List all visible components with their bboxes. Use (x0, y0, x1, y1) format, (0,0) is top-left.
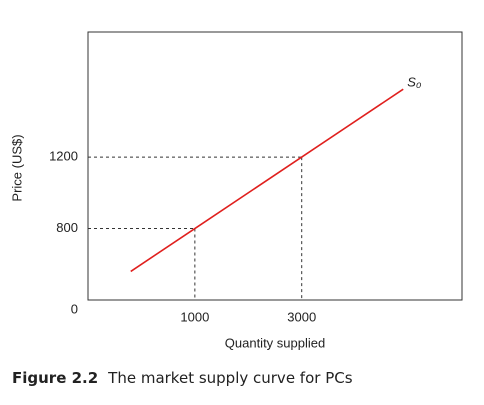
plot-frame (87, 31, 463, 301)
caption: Figure 2.2 The market supply curve for PC… (12, 369, 353, 387)
y-tick-label: 1200 (49, 149, 78, 164)
x-tick-label: 3000 (287, 309, 316, 324)
x-tick-label: 1000 (180, 309, 209, 324)
figure-label: Figure 2.2 (12, 369, 98, 387)
origin-label: 0 (71, 301, 78, 316)
chart-title: The market supply curve for PCs (107, 369, 353, 387)
supply-line (130, 88, 404, 273)
y-tick-label: 800 (56, 220, 78, 235)
series-label: S₀ (407, 75, 422, 90)
y-axis-label: Price (US$) (9, 134, 24, 201)
x-axis-label: Quantity supplied (225, 335, 325, 350)
